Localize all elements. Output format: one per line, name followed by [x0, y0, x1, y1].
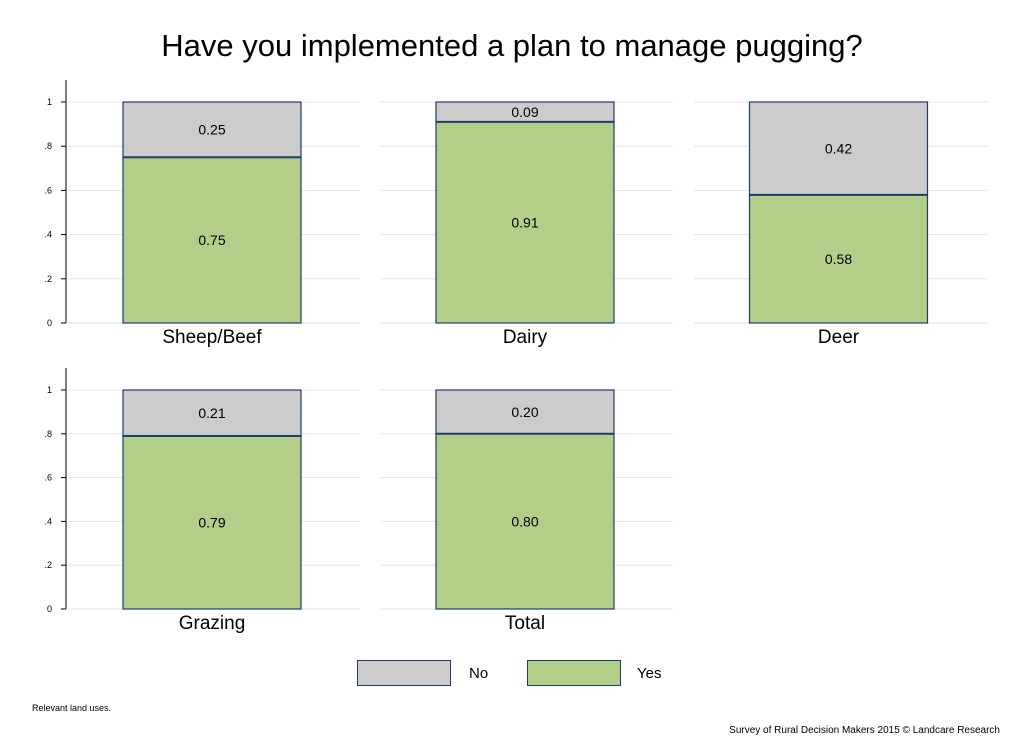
data-label-no: 0.42 — [825, 140, 852, 156]
y-tick-label: 1 — [47, 385, 52, 395]
legend-label-yes: Yes — [637, 665, 662, 682]
footnote: Relevant land uses. — [32, 703, 112, 713]
legend: No Yes — [357, 660, 677, 688]
bar-no — [748, 101, 929, 196]
bar-no — [122, 101, 302, 158]
y-tick-label: .2 — [44, 274, 52, 284]
y-tick-label: .4 — [44, 516, 52, 526]
y-tick-label: .6 — [44, 185, 52, 195]
bar-yes — [122, 156, 302, 324]
legend-swatch-no — [357, 660, 451, 686]
data-label-yes: 0.79 — [198, 514, 225, 530]
bar-no — [435, 389, 615, 435]
legend-label-no: No — [469, 665, 489, 682]
category-label: Total — [505, 613, 545, 634]
bar-no — [122, 389, 302, 437]
y-tick-label: .6 — [44, 473, 52, 483]
bar-yes — [748, 194, 929, 324]
bar-yes — [122, 435, 302, 610]
data-label-yes: 0.58 — [825, 251, 852, 267]
credit-text: Survey of Rural Decision Makers 2015 © L… — [729, 725, 1000, 736]
category-label: Deer — [818, 327, 860, 348]
legend-swatch-yes — [527, 660, 621, 686]
data-label-no: 0.21 — [198, 405, 225, 421]
bar-yes — [435, 121, 615, 324]
y-tick-label: .8 — [44, 141, 52, 151]
chart-title: Have you implemented a plan to manage pu… — [161, 28, 863, 63]
y-tick-label: 1 — [47, 97, 52, 107]
data-label-yes: 0.80 — [511, 513, 538, 529]
y-tick-label: .2 — [44, 560, 52, 570]
data-label-yes: 0.75 — [198, 232, 225, 248]
y-tick-label: 0 — [47, 604, 52, 614]
y-tick-label: .8 — [44, 429, 52, 439]
y-tick-label: 0 — [47, 318, 52, 328]
category-label: Dairy — [503, 327, 548, 348]
category-label: Sheep/Beef — [162, 327, 262, 348]
y-tick-label: .4 — [44, 230, 52, 240]
data-label-no: 0.25 — [198, 122, 225, 138]
data-label-no: 0.20 — [511, 404, 538, 420]
data-label-no: 0.09 — [511, 104, 538, 120]
bar-yes — [435, 433, 615, 610]
category-label: Grazing — [179, 613, 246, 634]
data-label-yes: 0.91 — [511, 214, 538, 230]
